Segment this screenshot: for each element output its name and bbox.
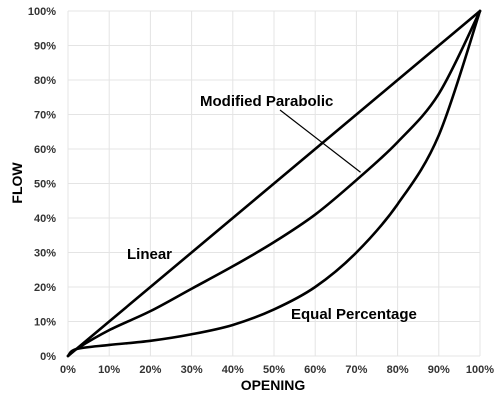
- x-tick-label: 20%: [139, 364, 161, 376]
- y-tick-label: 60%: [34, 144, 56, 156]
- y-tick-label: 40%: [34, 213, 56, 225]
- x-tick-labels: 0% 10% 20% 30% 40% 50% 60% 70% 80% 90% 100%: [60, 364, 494, 376]
- y-tick-label: 30%: [34, 248, 56, 260]
- x-tick-label: 60%: [304, 364, 326, 376]
- annotation-linear: Linear: [127, 246, 172, 263]
- x-axis-title: OPENING: [241, 377, 306, 393]
- x-tick-label: 50%: [263, 364, 285, 376]
- y-tick-label: 50%: [34, 179, 56, 191]
- y-tick-label: 70%: [34, 110, 56, 122]
- x-tick-label: 0%: [60, 364, 76, 376]
- y-tick-label: 80%: [34, 75, 56, 87]
- y-tick-label: 20%: [34, 282, 56, 294]
- x-tick-label: 80%: [387, 364, 409, 376]
- x-tick-label: 40%: [222, 364, 244, 376]
- modified-parabolic-arrow: [279, 109, 361, 173]
- y-tick-label: 100%: [28, 6, 56, 18]
- series-line-equal-percentage: [66, 9, 482, 358]
- y-tick-label: 10%: [34, 317, 56, 329]
- series-line-linear: [66, 9, 482, 358]
- y-tick-label: 0%: [40, 351, 56, 363]
- x-tick-label: 100%: [466, 364, 494, 376]
- x-tick-label: 90%: [428, 364, 450, 376]
- x-tick-label: 30%: [181, 364, 203, 376]
- series-lines: [66, 9, 482, 358]
- annotation-modified-parabolic: Modified Parabolic: [200, 93, 333, 110]
- grid: [67, 10, 481, 357]
- y-axis-title: FLOW: [9, 162, 25, 204]
- series-line-modified-parabolic: [66, 9, 482, 358]
- annotation-equal-percentage: Equal Percentage: [291, 306, 417, 323]
- x-tick-label: 10%: [98, 364, 120, 376]
- y-tick-labels: 0% 10% 20% 30% 40% 50% 60% 70% 80% 90% 100%: [28, 6, 56, 363]
- y-tick-label: 90%: [34, 41, 56, 53]
- x-tick-label: 70%: [345, 364, 367, 376]
